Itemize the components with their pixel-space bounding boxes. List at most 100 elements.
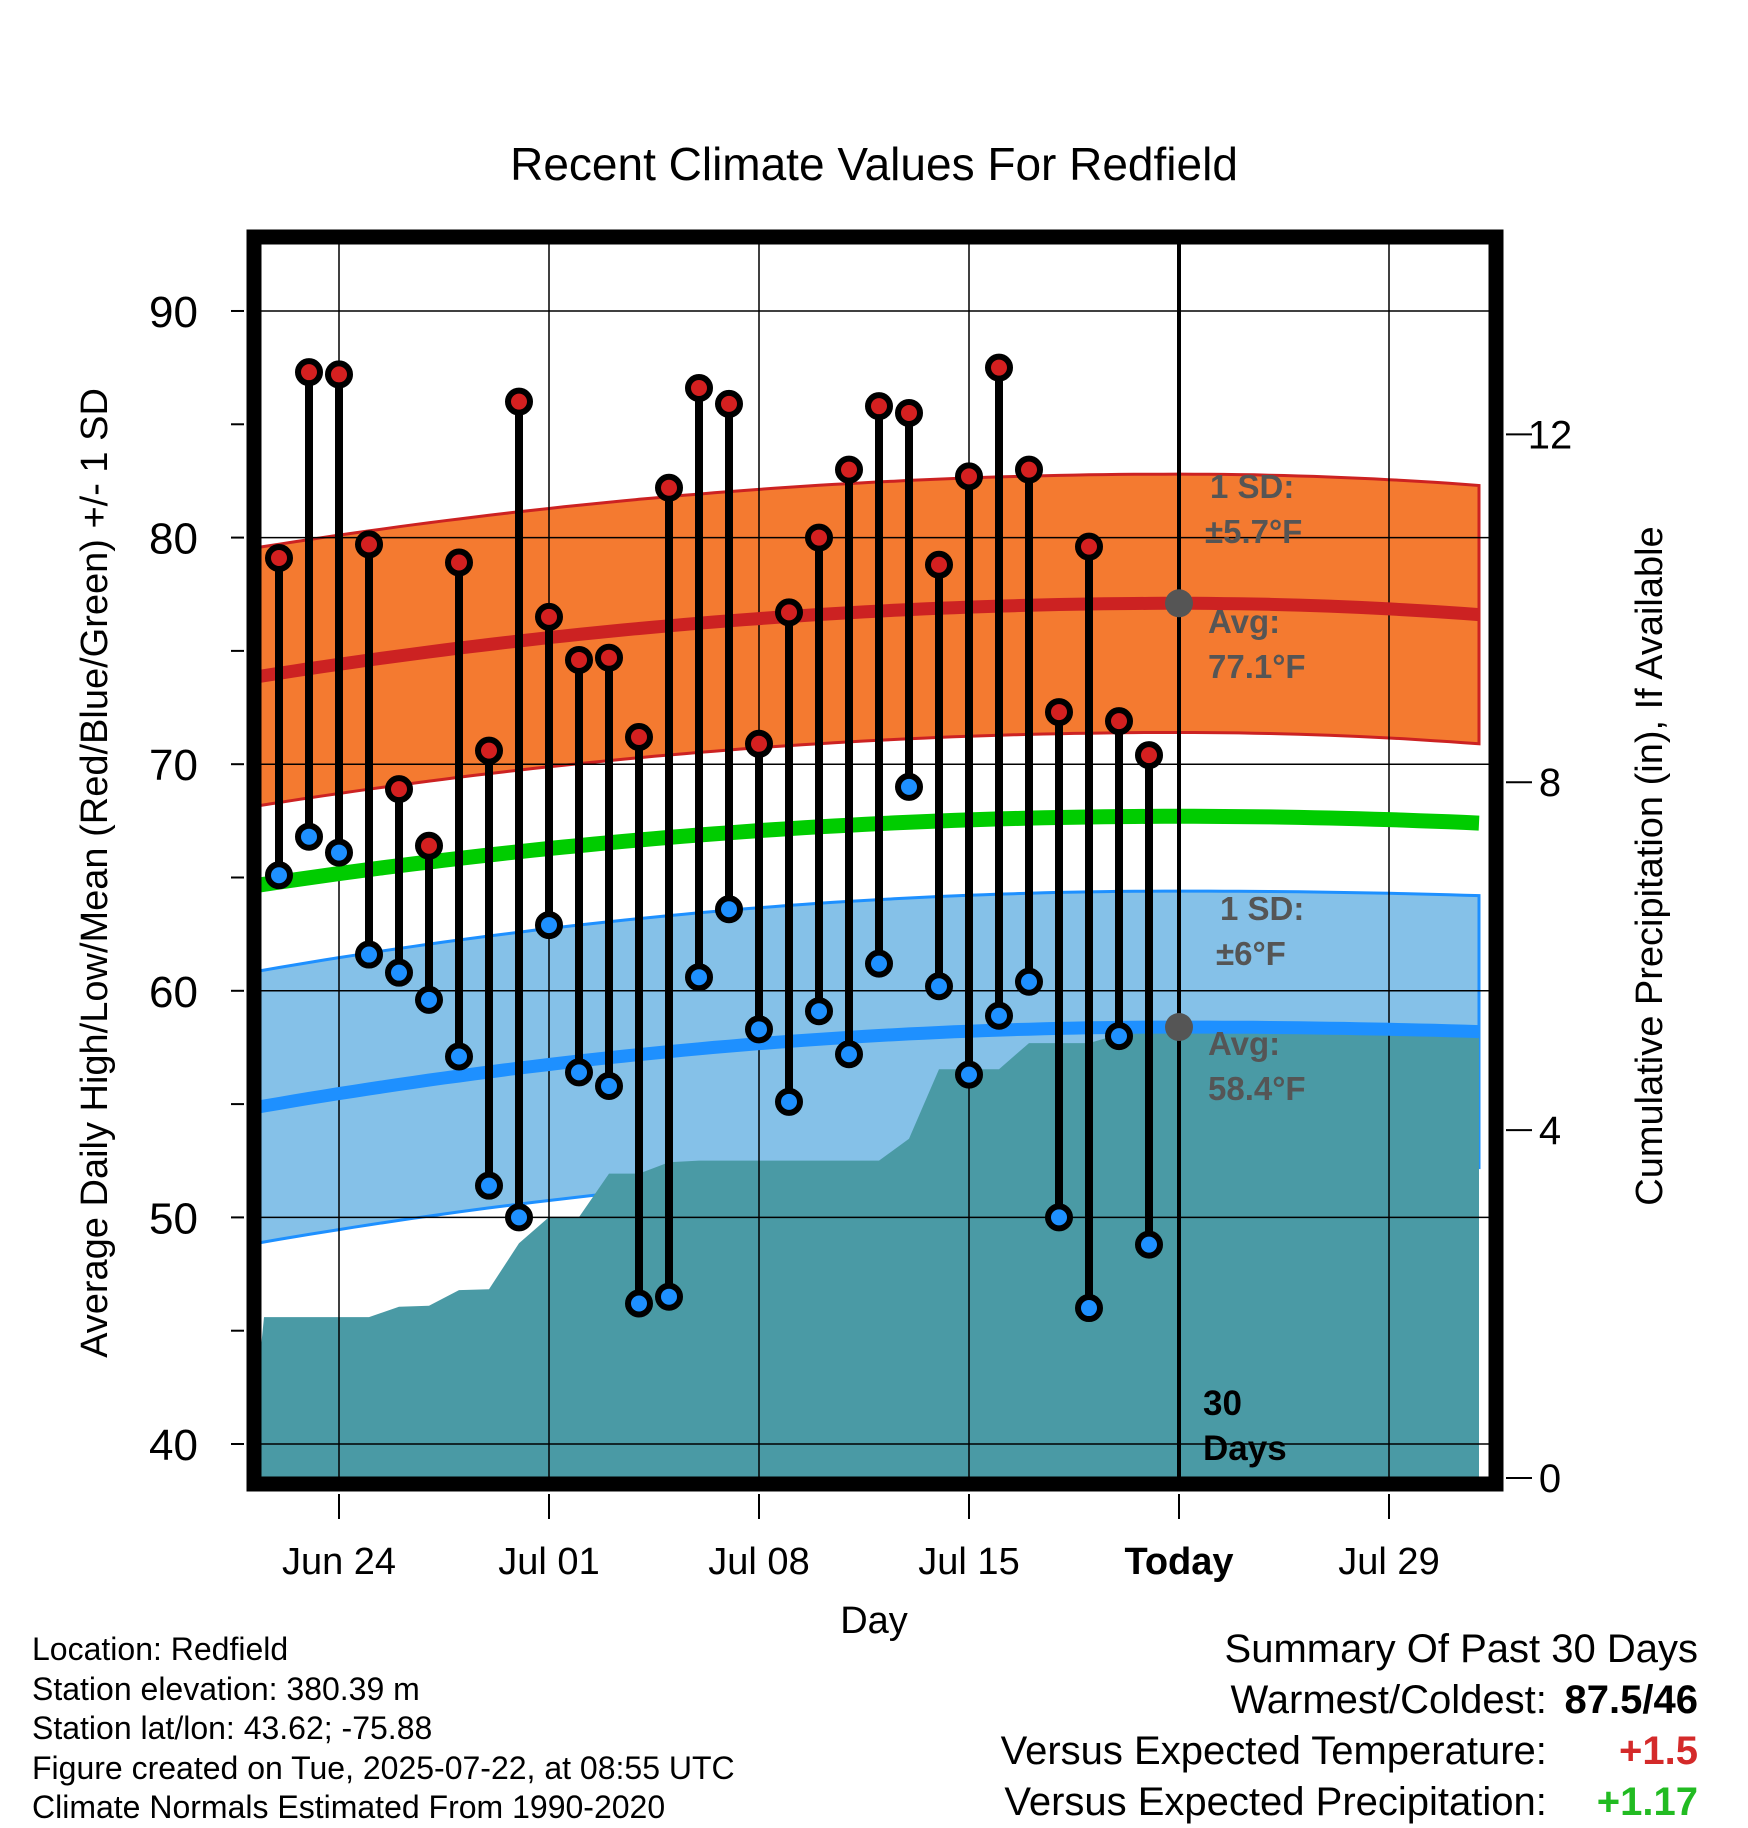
elevation-text: Station elevation: 380.39 m	[32, 1670, 420, 1707]
y-tick-label: 50	[149, 1194, 198, 1243]
summary-panel: Summary Of Past 30 Days Warmest/Coldest:…	[1001, 1624, 1698, 1828]
created-text: Figure created on Tue, 2025-07-22, at 08…	[32, 1749, 735, 1786]
y2-axis-title: Cumulative Precipitation (in), If Availa…	[1629, 526, 1671, 1205]
low-avg-value: 58.4°F	[1208, 1070, 1306, 1107]
daily-high-point	[325, 360, 353, 389]
daily-low-point	[625, 1289, 653, 1318]
today-normal-low-marker	[1165, 1013, 1193, 1042]
precip-area	[260, 1025, 1479, 1478]
x-tick-label: Jul 29	[1338, 1541, 1439, 1583]
daily-low-point	[985, 1001, 1013, 1030]
y2-tick-label: 12	[1528, 413, 1573, 457]
normal-low-line	[260, 1020, 1480, 1114]
daily-high-point	[415, 831, 443, 860]
summary-title: Summary Of Past 30 Days	[1224, 1627, 1698, 1671]
latlon-text: Station lat/lon: 43.62; -75.88	[32, 1710, 433, 1746]
daily-low-point	[1015, 967, 1043, 996]
daily-high-point	[445, 548, 473, 577]
daily-low-point	[955, 1060, 983, 1089]
precip-vs-expected-value: +1.17	[1596, 1780, 1698, 1824]
daily-low-point	[685, 963, 713, 992]
y-axis-title: Average Daily High/Low/Mean (Red/Blue/Gr…	[74, 388, 116, 1358]
plot-inner	[260, 243, 1490, 1478]
daily-low-point	[1105, 1022, 1133, 1051]
y-tick-label: 70	[149, 741, 198, 790]
high-avg-value: 77.1°F	[1208, 648, 1306, 685]
daily-low-point	[505, 1203, 533, 1232]
daily-high-point	[925, 550, 953, 579]
low-avg-label: Avg:	[1208, 1025, 1280, 1062]
temp-vs-expected-value: +1.5	[1619, 1729, 1698, 1773]
summary-temp-row: Versus Expected Temperature: +1.5	[1001, 1726, 1698, 1777]
chart-title: Recent Climate Values For Redfield	[510, 138, 1238, 190]
daily-high-point	[955, 462, 983, 491]
low-sd-value: ±6°F	[1216, 935, 1286, 972]
location-text: Location: Redfield	[32, 1631, 289, 1667]
daily-low-point	[895, 772, 923, 801]
daily-high-point	[1075, 532, 1103, 561]
daily-low-point	[535, 911, 563, 940]
summary-precip-row: Versus Expected Precipitation: +1.17	[1001, 1777, 1698, 1828]
temp-vs-expected-label: Versus Expected Temperature:	[1000, 1729, 1547, 1773]
y-tick-label: 40	[149, 1421, 198, 1470]
y-tick-label: 90	[149, 288, 198, 337]
daily-low-point	[355, 940, 383, 969]
summary-warm-cold-row: Warmest/Coldest: 87.5/46	[1001, 1675, 1699, 1726]
daily-high-point	[655, 473, 683, 502]
daily-high-point	[505, 387, 533, 416]
daily-low-point	[295, 822, 323, 851]
daily-high-point	[715, 389, 743, 418]
daily-high-point	[985, 353, 1013, 382]
daily-low-point	[415, 985, 443, 1014]
precip-vs-expected-label: Versus Expected Precipitation:	[1004, 1780, 1547, 1824]
warm-cold-label: Warmest/Coldest:	[1230, 1678, 1547, 1722]
daily-low-point	[805, 997, 833, 1026]
daily-low-point	[865, 949, 893, 978]
daily-low-point	[385, 958, 413, 987]
daily-high-point	[385, 775, 413, 804]
today-normal-high-marker	[1165, 589, 1193, 618]
daily-high-point	[1045, 698, 1073, 727]
daily-high-point	[865, 392, 893, 421]
x-axis-title: Day	[840, 1600, 908, 1642]
daily-high-point	[805, 523, 833, 552]
daily-high-point	[1135, 741, 1163, 770]
daily-low-point	[775, 1087, 803, 1116]
days-window-number: 30	[1203, 1384, 1242, 1423]
daily-low-point	[325, 838, 353, 867]
daily-high-point	[565, 645, 593, 674]
daily-low-point	[265, 861, 293, 890]
daily-low-point	[745, 1015, 773, 1044]
daily-high-point	[895, 398, 923, 427]
plot-area: 1 SD: ±5.7°F Avg: 77.1°F 1 SD: ±6°F Avg: 58.4°F…	[149, 229, 1573, 1583]
daily-low-point	[835, 1040, 863, 1069]
daily-low-point	[655, 1282, 683, 1311]
high-sd-value: ±5.7°F	[1205, 513, 1302, 550]
daily-low-point	[1135, 1230, 1163, 1259]
station-info: Location: Redfield Station elevation: 38…	[32, 1630, 735, 1828]
days-window-unit: Days	[1203, 1429, 1287, 1468]
x-tick-label: Jul 08	[708, 1541, 809, 1583]
x-tick-label: Jul 01	[498, 1541, 599, 1583]
daily-high-point	[625, 723, 653, 751]
y2-tick-label: 8	[1539, 761, 1561, 805]
daily-low-point	[445, 1042, 473, 1071]
daily-high-point	[595, 643, 623, 672]
daily-high-point	[535, 602, 563, 631]
daily-low-point	[475, 1171, 503, 1200]
daily-low-point	[595, 1071, 623, 1100]
warm-cold-value: 87.5/46	[1564, 1678, 1698, 1722]
daily-high-point	[1015, 455, 1043, 484]
daily-high-point	[685, 374, 713, 403]
daily-low-point	[925, 972, 953, 1001]
daily-low-point	[715, 895, 743, 924]
daily-high-point	[835, 455, 863, 484]
plot-frame	[246, 229, 1504, 1492]
daily-high-point	[775, 598, 803, 627]
x-tick-label: Today	[1124, 1541, 1233, 1583]
daily-low-point	[1075, 1294, 1103, 1323]
daily-low-point	[565, 1058, 593, 1087]
daily-high-point	[355, 530, 383, 559]
y-tick-label: 60	[149, 968, 198, 1017]
y2-tick-label: 4	[1539, 1109, 1561, 1153]
